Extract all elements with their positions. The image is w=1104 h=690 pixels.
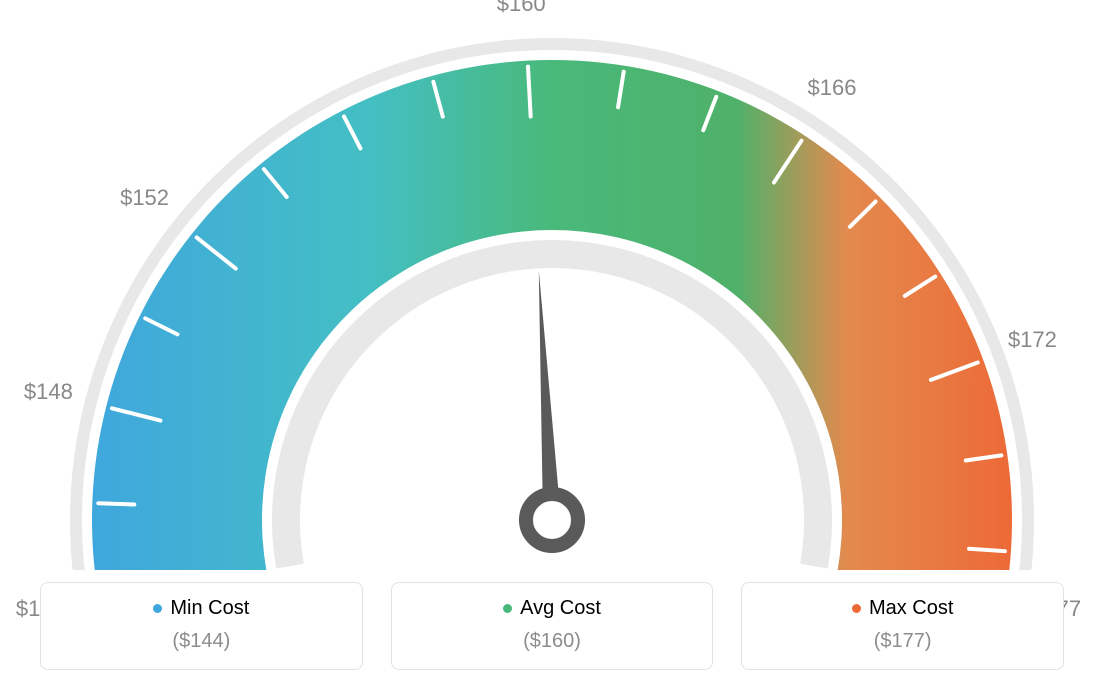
legend-title-min: Min Cost xyxy=(153,597,249,620)
legend-title-avg: Avg Cost xyxy=(503,597,601,620)
legend-row: Min Cost ($144) Avg Cost ($160) Max Cost… xyxy=(0,582,1104,670)
legend-title-max: Max Cost xyxy=(852,597,953,620)
gauge-chart: $144$148$152$160$166$172$177 xyxy=(0,0,1104,570)
legend-dot-max xyxy=(852,604,861,613)
legend-dot-avg xyxy=(503,604,512,613)
legend-card-max: Max Cost ($177) xyxy=(741,582,1064,670)
legend-card-min: Min Cost ($144) xyxy=(40,582,363,670)
legend-value-max: ($177) xyxy=(752,630,1053,653)
legend-value-avg: ($160) xyxy=(402,630,703,653)
legend-label-max: Max Cost xyxy=(869,597,953,620)
gauge-tick-label: $166 xyxy=(808,75,857,101)
legend-label-avg: Avg Cost xyxy=(520,597,601,620)
legend-card-avg: Avg Cost ($160) xyxy=(391,582,714,670)
gauge-tick-label: $152 xyxy=(120,185,169,211)
gauge-svg xyxy=(0,0,1104,570)
legend-label-min: Min Cost xyxy=(170,597,249,620)
gauge-tick-label: $172 xyxy=(1008,327,1057,353)
legend-value-min: ($144) xyxy=(51,630,352,653)
legend-dot-min xyxy=(153,604,162,613)
gauge-tick-label: $160 xyxy=(497,0,546,17)
gauge-tick-label: $148 xyxy=(24,379,73,405)
